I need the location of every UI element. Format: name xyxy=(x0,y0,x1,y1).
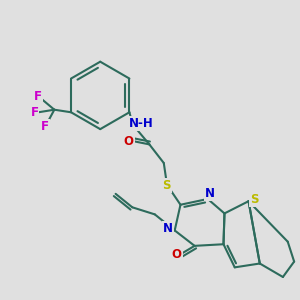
Text: S: S xyxy=(250,193,259,206)
Text: O: O xyxy=(124,135,134,148)
Text: S: S xyxy=(162,179,171,192)
Text: F: F xyxy=(41,120,49,133)
Text: N: N xyxy=(205,187,215,200)
Text: F: F xyxy=(30,106,38,119)
Text: N: N xyxy=(163,222,172,235)
Text: O: O xyxy=(172,248,182,261)
Text: N-H: N-H xyxy=(129,117,154,130)
Text: F: F xyxy=(34,90,42,103)
